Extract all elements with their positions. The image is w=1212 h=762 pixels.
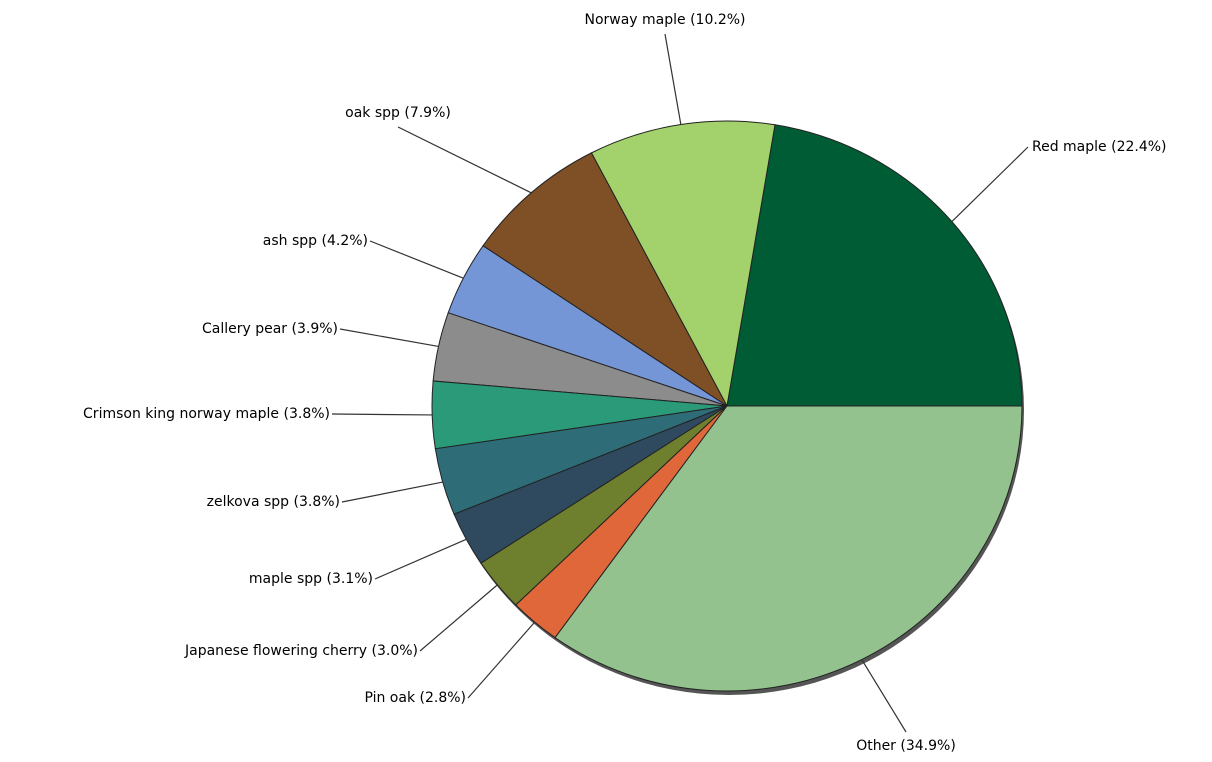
slice-label: Japanese flowering cherry (3.0%) — [184, 643, 418, 659]
pie-slice — [590, 120, 776, 408]
slice-label: ash spp (4.2%) — [263, 233, 368, 249]
leader-line — [467, 621, 536, 699]
pie-slice — [482, 152, 728, 407]
slice-label: Norway maple (10.2%) — [584, 12, 745, 28]
slice-label: oak spp (7.9%) — [345, 105, 451, 121]
leader-line — [397, 126, 532, 194]
slice-label: Red maple (22.4%) — [1032, 139, 1167, 155]
slice-label: Crimson king norway maple (3.8%) — [83, 406, 330, 422]
leader-line — [861, 659, 907, 733]
pie-slice — [726, 124, 1023, 407]
slice-label: Other (34.9%) — [856, 738, 956, 754]
leader-line — [369, 240, 464, 279]
leader-line — [331, 413, 433, 416]
leader-line — [374, 538, 467, 580]
slice-label: Callery pear (3.9%) — [202, 321, 338, 337]
leader-line — [419, 584, 498, 652]
leader-line — [664, 33, 682, 125]
leader-line — [339, 328, 439, 348]
slice-label: zelkova spp (3.8%) — [207, 494, 340, 510]
slice-label: Pin oak (2.8%) — [364, 690, 466, 706]
leader-line — [951, 146, 1029, 223]
slice-label: maple spp (3.1%) — [249, 571, 373, 587]
leader-line — [341, 481, 443, 503]
